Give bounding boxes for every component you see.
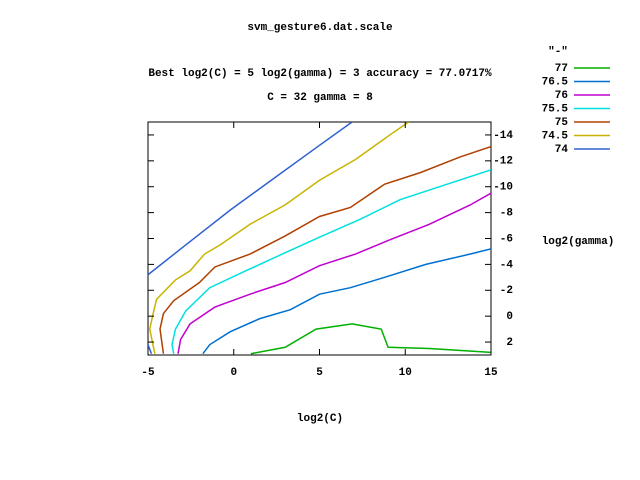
x-tick-label: 5 xyxy=(316,367,323,379)
chart-title: svm_gesture6.dat.scale xyxy=(247,22,393,34)
contours xyxy=(148,122,491,355)
y-tick-label: -10 xyxy=(493,182,513,194)
legend-label: 75 xyxy=(555,117,569,129)
contour-line xyxy=(250,323,491,355)
x-axis-label: log2(C) xyxy=(297,413,343,425)
plot-frame xyxy=(147,121,492,356)
annotation: C = 32 gamma = 8 xyxy=(267,92,373,104)
y-tick-label: -4 xyxy=(500,259,514,271)
contour-line xyxy=(177,192,491,354)
y-tick-label: 0 xyxy=(506,311,513,323)
contour-line xyxy=(148,122,410,354)
x-tick-label: 10 xyxy=(399,367,412,379)
legend-label: 76.5 xyxy=(542,76,569,88)
x-tick-label: -5 xyxy=(141,367,155,379)
y-axis-label: log2(gamma) xyxy=(542,236,615,248)
y-tick-label: -2 xyxy=(500,285,513,297)
legend-label: 75.5 xyxy=(542,103,569,115)
contour-line xyxy=(148,122,353,354)
y-tick-label: -12 xyxy=(493,156,513,168)
legend-label: 74 xyxy=(555,144,569,156)
legend-label: 74.5 xyxy=(542,130,569,142)
y-tick-label: 2 xyxy=(506,337,513,349)
x-tick-label: 0 xyxy=(230,367,237,379)
contour-line xyxy=(159,145,491,354)
chart-subtitle: Best log2(C) = 5 log2(gamma) = 3 accurac… xyxy=(148,68,492,80)
contour-line xyxy=(171,169,491,354)
y-tick-label: -14 xyxy=(493,130,513,142)
legend-title: "-" xyxy=(548,46,568,58)
legend-label: 76 xyxy=(555,90,568,102)
contour-line xyxy=(202,248,491,355)
y-tick-label: -8 xyxy=(500,208,514,220)
legend-label: 77 xyxy=(555,63,568,75)
y-tick-label: -6 xyxy=(500,233,513,245)
x-tick-label: 15 xyxy=(484,367,498,379)
